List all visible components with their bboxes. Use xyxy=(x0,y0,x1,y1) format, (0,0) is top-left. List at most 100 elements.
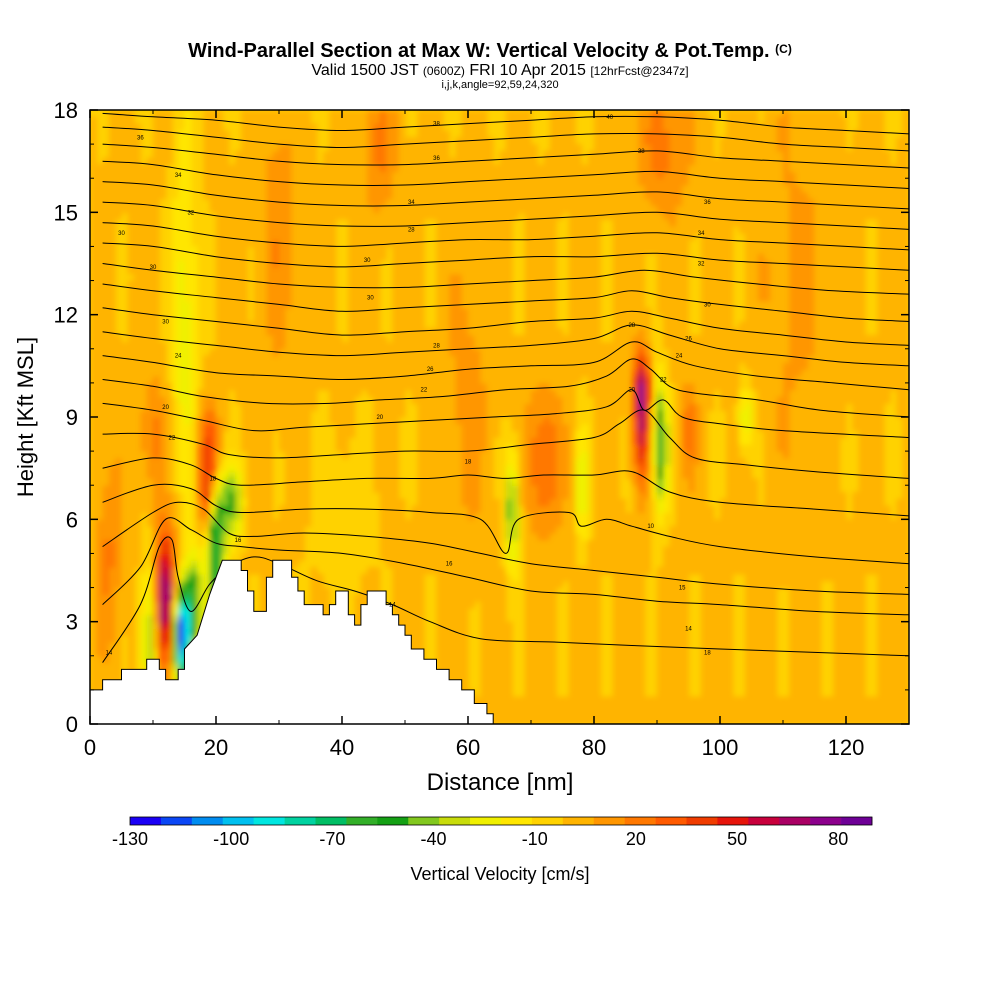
velocity-cell xyxy=(102,444,110,452)
velocity-cell xyxy=(411,560,419,568)
velocity-cell xyxy=(159,389,167,398)
velocity-cell xyxy=(90,601,97,609)
velocity-cell xyxy=(247,369,255,377)
velocity-cell xyxy=(461,662,469,670)
velocity-cell xyxy=(96,430,104,438)
velocity-cell xyxy=(398,519,406,527)
velocity-cell xyxy=(115,335,123,343)
velocity-cell xyxy=(184,321,192,329)
velocity-cell xyxy=(449,239,456,247)
velocity-cell xyxy=(417,505,425,514)
velocity-cell xyxy=(115,369,123,377)
velocity-cell xyxy=(253,219,261,227)
velocity-cell xyxy=(279,253,286,261)
velocity-cell xyxy=(121,573,129,582)
velocity-cell xyxy=(216,260,223,268)
velocity-cell xyxy=(524,260,532,268)
velocity-cell xyxy=(115,608,123,616)
velocity-cell xyxy=(405,232,412,241)
velocity-cell xyxy=(449,594,456,602)
velocity-cell xyxy=(279,164,286,172)
velocity-cell xyxy=(392,396,400,404)
velocity-cell xyxy=(442,226,450,234)
velocity-cell xyxy=(480,492,488,500)
velocity-cell xyxy=(486,553,494,561)
velocity-cell xyxy=(96,573,104,582)
velocity-cell xyxy=(96,492,104,500)
velocity-cell xyxy=(360,335,368,343)
velocity-cell xyxy=(373,205,381,213)
velocity-cell xyxy=(405,266,412,275)
velocity-cell xyxy=(228,355,236,363)
velocity-cell xyxy=(241,369,249,377)
velocity-cell xyxy=(140,580,148,589)
velocity-cell xyxy=(449,437,456,445)
velocity-cell xyxy=(247,191,255,200)
velocity-cell xyxy=(304,123,312,131)
velocity-cell xyxy=(165,110,173,118)
velocity-cell xyxy=(165,396,173,404)
velocity-cell xyxy=(423,396,431,404)
velocity-cell xyxy=(190,328,198,336)
velocity-cell xyxy=(348,342,356,350)
velocity-cell xyxy=(423,369,431,377)
velocity-cell xyxy=(411,321,419,329)
velocity-cell xyxy=(134,273,141,282)
velocity-cell xyxy=(455,580,463,589)
velocity-cell xyxy=(430,205,438,213)
velocity-cell xyxy=(291,328,299,336)
velocity-cell xyxy=(486,157,494,166)
velocity-cell xyxy=(253,478,261,486)
velocity-cell xyxy=(279,185,286,193)
velocity-cell xyxy=(216,437,223,445)
velocity-cell xyxy=(405,301,412,309)
velocity-cell xyxy=(449,307,456,316)
velocity-cell xyxy=(524,669,532,677)
velocity-cell xyxy=(449,198,456,207)
velocity-cell xyxy=(115,110,123,118)
velocity-cell xyxy=(184,553,192,561)
velocity-cell xyxy=(297,382,305,391)
velocity-cell xyxy=(480,471,488,479)
velocity-cell xyxy=(178,260,186,268)
velocity-cell xyxy=(291,294,299,302)
velocity-cell xyxy=(228,485,236,493)
velocity-cell xyxy=(461,539,469,548)
velocity-cell xyxy=(348,205,356,213)
velocity-cell xyxy=(493,676,501,684)
velocity-cell xyxy=(392,567,400,575)
velocity-cell xyxy=(228,328,236,336)
velocity-cell xyxy=(512,553,519,561)
velocity-cell xyxy=(153,137,160,145)
velocity-cell xyxy=(90,116,97,125)
velocity-cell xyxy=(184,219,192,227)
velocity-cell xyxy=(216,396,223,404)
velocity-cell xyxy=(310,389,318,398)
velocity-cell xyxy=(153,492,160,500)
velocity-cell xyxy=(115,533,123,541)
velocity-cell xyxy=(209,369,217,377)
velocity-cell xyxy=(512,573,519,582)
velocity-cell xyxy=(392,382,400,391)
velocity-cell xyxy=(335,198,343,207)
velocity-cell xyxy=(159,546,167,554)
velocity-cell xyxy=(222,205,230,213)
velocity-cell xyxy=(505,403,513,411)
velocity-cell xyxy=(398,178,406,186)
velocity-cell xyxy=(140,389,148,398)
velocity-cell xyxy=(171,294,179,302)
velocity-cell xyxy=(234,471,242,479)
velocity-cell xyxy=(442,301,450,309)
velocity-cell xyxy=(159,601,167,609)
velocity-cell xyxy=(329,253,337,261)
velocity-cell xyxy=(505,710,513,718)
velocity-cell xyxy=(234,382,242,391)
velocity-cell xyxy=(140,355,148,363)
velocity-cell xyxy=(96,178,104,186)
velocity-cell xyxy=(108,546,116,554)
velocity-cell xyxy=(436,376,444,384)
velocity-cell xyxy=(524,539,532,548)
velocity-cell xyxy=(493,287,501,295)
velocity-cell xyxy=(108,519,116,527)
velocity-cell xyxy=(373,144,381,152)
